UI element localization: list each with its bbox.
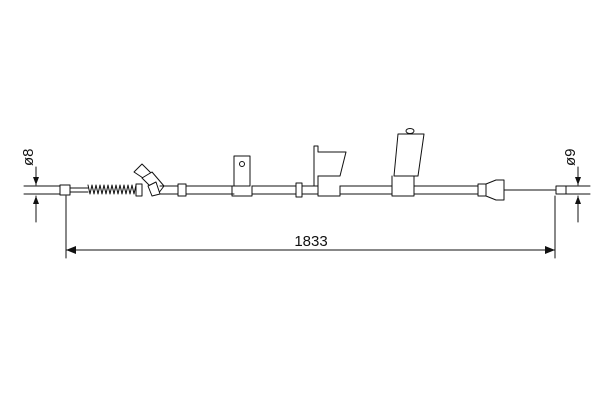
clip-1-saddle bbox=[231, 185, 253, 197]
length-arrow-left bbox=[66, 246, 76, 254]
right-end-nipple bbox=[555, 185, 567, 195]
angled-mount-bracket bbox=[133, 163, 165, 197]
sheath-ferrule-1 bbox=[177, 183, 187, 197]
cable-clip-1 bbox=[231, 155, 253, 197]
clip-2-plate bbox=[313, 145, 347, 187]
clip-3-plate bbox=[393, 133, 425, 177]
cable-assembly bbox=[23, 128, 591, 201]
clip-1-upright bbox=[233, 155, 251, 187]
sheath-collar-2 bbox=[295, 182, 303, 198]
length-label: 1833 bbox=[294, 233, 327, 250]
left-diameter-arrow-top bbox=[33, 177, 39, 185]
left-diameter-arrow-bottom bbox=[33, 196, 39, 204]
right-diameter-arrow-bottom bbox=[575, 196, 581, 204]
spring-seat bbox=[135, 183, 143, 197]
end-ferrule bbox=[477, 183, 487, 197]
length-arrow-right bbox=[545, 246, 555, 254]
tension-spring bbox=[87, 184, 137, 195]
end-adjuster bbox=[485, 179, 505, 201]
left-diameter-dimension: ø8 bbox=[20, 148, 39, 223]
clip-2-saddle bbox=[317, 175, 341, 197]
clip-1-hole bbox=[239, 161, 245, 167]
right-diameter-dimension: ø9 bbox=[562, 148, 581, 223]
left-diameter-label: ø8 bbox=[20, 148, 37, 166]
clip-3-hole bbox=[405, 128, 415, 134]
clip-3-saddle bbox=[391, 175, 415, 197]
length-dimension: 1833 bbox=[65, 195, 556, 259]
cable-clip-3 bbox=[391, 128, 425, 197]
right-diameter-arrow-top bbox=[575, 177, 581, 185]
right-diameter-label: ø9 bbox=[562, 148, 579, 166]
cable-clip-2 bbox=[313, 145, 347, 197]
right-end-fitting bbox=[477, 179, 567, 201]
left-end-nipple bbox=[59, 184, 71, 196]
